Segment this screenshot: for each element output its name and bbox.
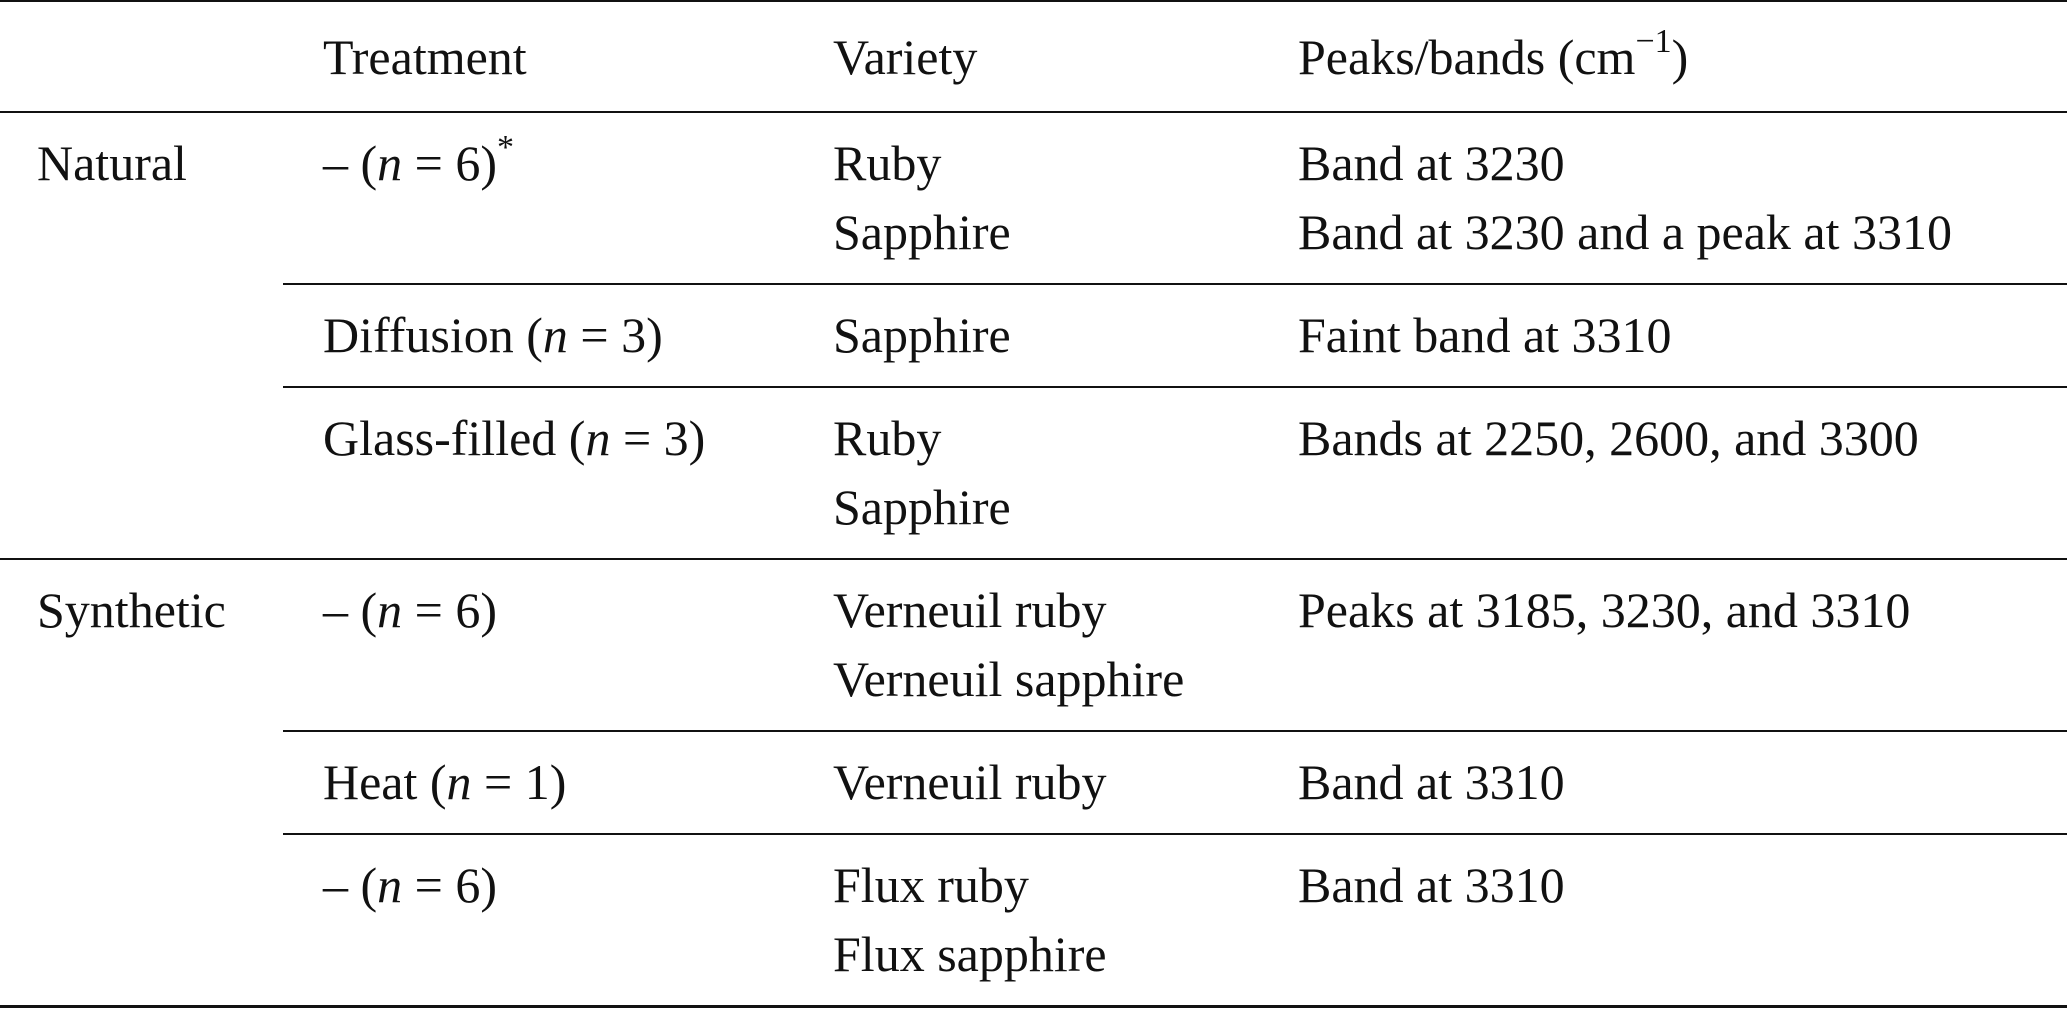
treatment: Heat (n = 1) [323, 752, 566, 812]
peaks: Band at 3310 [1298, 754, 1565, 810]
header-rule [0, 111, 2067, 113]
treatment-suffix: = 1) [471, 754, 567, 810]
treatment: – (n = 6) [323, 580, 497, 640]
bottom-rule [0, 1005, 2067, 1008]
treatment-variable: n [377, 857, 403, 913]
peaks: Peaks at 3185, 3230, and 3310 [1298, 582, 1911, 638]
group-rule [0, 558, 2067, 560]
peaks: Band at 3230 [1298, 135, 1565, 191]
header-treatment: Treatment [323, 29, 527, 85]
treatment-suffix: = 3) [567, 307, 663, 363]
group-name: Synthetic [37, 582, 226, 638]
treatment-suffix: = 6) [402, 582, 498, 638]
peaks: Band at 3230 and a peak at 3310 [1298, 204, 1952, 260]
treatment: Diffusion (n = 3) [323, 305, 663, 365]
treatment-variable: n [585, 410, 611, 466]
treatment-suffix: = 6) [402, 857, 498, 913]
treatment-variable: n [377, 135, 403, 191]
header-peaks-text: Peaks/bands (cm [1298, 29, 1636, 85]
treatment: Glass-filled (n = 3) [323, 408, 705, 468]
treatment-variable: n [377, 582, 403, 638]
treatment-prefix: Glass-filled ( [323, 410, 586, 466]
treatment-variable: n [542, 307, 568, 363]
treatment-suffix: = 3) [610, 410, 706, 466]
header-variety: Variety [833, 29, 978, 85]
variety: Sapphire [833, 479, 1011, 535]
treatment-prefix: Diffusion ( [323, 307, 543, 363]
row-rule [283, 283, 2067, 285]
header-peaks: Peaks/bands (cm−1) [1298, 25, 1689, 87]
variety: Flux ruby [833, 857, 1029, 913]
treatment-note: * [497, 129, 515, 167]
group-name: Natural [37, 135, 187, 191]
variety: Flux sapphire [833, 926, 1107, 982]
treatment-prefix: – ( [323, 135, 378, 191]
treatment-variable: n [446, 754, 472, 810]
treatment-prefix: – ( [323, 857, 378, 913]
row-rule [283, 730, 2067, 732]
variety: Ruby [833, 410, 942, 466]
treatment-prefix: – ( [323, 582, 378, 638]
row-rule [283, 386, 2067, 388]
treatment: – (n = 6)* [323, 131, 514, 193]
top-rule [0, 0, 2067, 2]
header-peaks-close: ) [1671, 29, 1689, 85]
treatment-prefix: Heat ( [323, 754, 447, 810]
variety: Verneuil ruby [833, 582, 1107, 638]
peaks: Faint band at 3310 [1298, 307, 1672, 363]
row-rule [283, 833, 2067, 835]
variety: Verneuil ruby [833, 754, 1107, 810]
header-peaks-sup: −1 [1635, 23, 1672, 61]
peaks: Bands at 2250, 2600, and 3300 [1298, 410, 1919, 466]
treatment-suffix: = 6) [402, 135, 498, 191]
variety: Verneuil sapphire [833, 651, 1185, 707]
peaks: Band at 3310 [1298, 857, 1565, 913]
variety: Sapphire [833, 204, 1011, 260]
treatment: – (n = 6) [323, 855, 497, 915]
variety: Sapphire [833, 307, 1011, 363]
variety: Ruby [833, 135, 942, 191]
